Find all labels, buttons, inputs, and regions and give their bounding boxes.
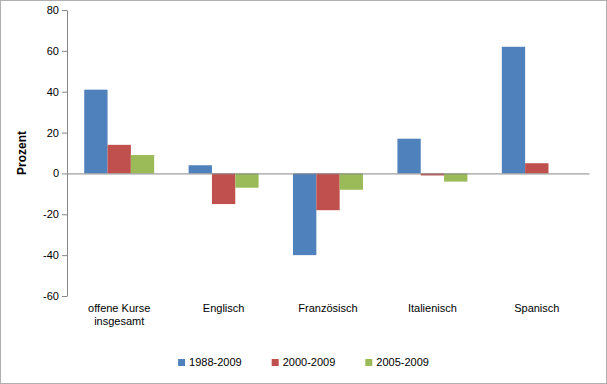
y-tick: 60: [47, 45, 67, 57]
legend: 1988-2009 2000-2009 2005-2009: [178, 356, 429, 368]
x-tick: Italienisch: [408, 173, 457, 314]
bar: [131, 155, 154, 173]
bar: [235, 173, 258, 187]
y-tick-label: 20: [47, 127, 59, 139]
bar: [397, 139, 420, 174]
y-tick: -40: [43, 249, 67, 261]
x-tick-label: Spanisch: [514, 302, 559, 314]
chart: -60 -40 -20 0 20 40 60 80 offene Kurseinsgesamt E…: [0, 0, 607, 384]
bar: [189, 165, 212, 173]
y-tick-mark: [62, 133, 67, 134]
x-tick: Französisch: [298, 173, 357, 314]
legend-label: 1988-2009: [189, 356, 242, 368]
y-tick-label: -40: [43, 249, 59, 261]
y-tick-mark: [62, 10, 67, 11]
y-tick: 20: [47, 127, 67, 139]
x-axis-line: [68, 173, 590, 174]
y-tick-mark: [62, 51, 67, 52]
legend-swatch: [178, 359, 185, 366]
bar: [84, 90, 107, 174]
x-tick-label: Französisch: [298, 302, 357, 314]
legend-item: 2000-2009: [272, 356, 336, 368]
bars: [84, 47, 548, 255]
bar: [525, 163, 548, 173]
bar: [444, 173, 467, 181]
legend-swatch: [365, 359, 372, 366]
y-tick: 0: [53, 167, 67, 179]
legend-item: 1988-2009: [178, 356, 242, 368]
legend-label: 2000-2009: [283, 356, 336, 368]
y-tick-mark: [62, 214, 67, 215]
legend-item: 2005-2009: [365, 356, 429, 368]
bar: [108, 145, 131, 174]
y-tick-mark: [62, 92, 67, 93]
y-tick-label: 80: [47, 4, 59, 16]
y-axis: -60 -40 -20 0 20 40 60 80: [43, 4, 67, 302]
y-tick-label: 60: [47, 45, 59, 57]
chart-frame: [1, 1, 607, 384]
y-tick-label: -60: [43, 290, 59, 302]
x-axis: offene Kurseinsgesamt Englisch Französisch…: [68, 173, 590, 327]
bar: [502, 47, 525, 174]
x-tick: Englisch: [203, 173, 245, 314]
x-tick: offene Kurseinsgesamt: [88, 173, 150, 327]
y-tick-label: 0: [53, 167, 59, 179]
y-tick: 40: [47, 86, 67, 98]
y-tick-label: -20: [43, 208, 59, 220]
x-tick: Spanisch: [514, 173, 559, 314]
y-axis-title: Prozent: [15, 131, 29, 175]
y-tick-label: 40: [47, 86, 59, 98]
x-tick-label: Englisch: [203, 302, 245, 314]
y-tick-mark: [62, 173, 67, 174]
y-tick: -60: [43, 290, 67, 302]
y-axis-line: [67, 11, 68, 297]
bar: [340, 173, 363, 189]
legend-swatch: [272, 359, 279, 366]
legend-label: 2005-2009: [376, 356, 429, 368]
x-tick-label: Italienisch: [408, 302, 457, 314]
bar: [316, 173, 339, 210]
bar: [293, 173, 316, 255]
y-tick-mark: [62, 255, 67, 256]
plot: -60 -40 -20 0 20 40 60 80 offene Kurseinsgesamt E…: [43, 4, 589, 327]
x-tick-label: offene Kurseinsgesamt: [88, 302, 150, 327]
bar: [212, 173, 235, 204]
y-tick-mark: [62, 296, 67, 297]
y-tick: 80: [47, 4, 67, 16]
y-tick: -20: [43, 208, 67, 220]
